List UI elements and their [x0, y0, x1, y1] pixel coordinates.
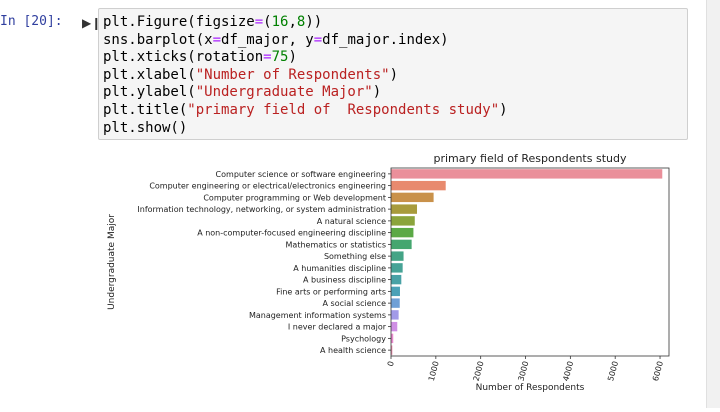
- run-cell-icon[interactable]: ▶❙: [82, 16, 102, 30]
- y-tick-label-0: Computer science or software engineering: [216, 170, 386, 179]
- bar-14: [391, 333, 394, 344]
- y-tick-label-13: I never declared a major: [288, 323, 387, 332]
- x-tick-label-5: 5000: [606, 360, 620, 382]
- bar-0: [391, 169, 663, 179]
- y-tick-label-15: A health science: [320, 346, 386, 355]
- cell-output: primary field of Respondents study Comput…: [98, 146, 688, 408]
- bar-4: [391, 216, 415, 226]
- code-line: plt.Figure(figsize=(16,8)): [103, 14, 323, 30]
- bar-3: [391, 204, 418, 214]
- y-tick-label-5: A non-computer-focused engineering disci…: [197, 229, 386, 238]
- y-tick-label-10: Fine arts or performing arts: [276, 287, 386, 296]
- bar-15: [391, 345, 393, 355]
- chart-title: primary field of Respondents study: [434, 152, 627, 165]
- bar-1: [391, 180, 446, 191]
- bar-5: [391, 227, 414, 238]
- x-tick-label-3: 3000: [516, 360, 530, 382]
- code-line: plt.xticks(rotation=75): [103, 49, 297, 66]
- code-input[interactable]: plt.Figure(figsize=(16,8)) sns.barplot(x=…: [98, 8, 688, 140]
- bar-6: [391, 239, 412, 250]
- bar-11: [391, 298, 400, 308]
- bar-8: [391, 263, 403, 273]
- y-tick-label-11: A social science: [323, 299, 387, 308]
- y-tick-label-7: Something else: [324, 252, 386, 261]
- code-line: plt.title("primary field of Respondents …: [103, 101, 508, 118]
- y-tick-label-2: Computer programming or Web development: [203, 193, 386, 202]
- x-axis-label: Number of Respondents: [476, 383, 585, 393]
- bar-chart: primary field of Respondents study Comput…: [107, 152, 670, 393]
- y-tick-label-6: Mathematics or statistics: [286, 240, 386, 249]
- x-tick-label-0: 0: [386, 360, 396, 367]
- x-tick-label-6: 6000: [651, 360, 665, 382]
- code-line: sns.barplot(x=df_major, y=df_major.index…: [103, 31, 449, 48]
- code-line: plt.xlabel("Number of Respondents"): [103, 66, 399, 83]
- y-tick-label-9: A business discipline: [303, 276, 386, 285]
- bar-7: [391, 251, 404, 261]
- y-tick-label-14: Psychology: [341, 334, 386, 343]
- x-tick-label-2: 2000: [472, 360, 486, 382]
- y-axis-label: Undergraduate Major: [107, 214, 117, 310]
- y-tick-label-4: A natural science: [317, 217, 386, 226]
- code-line: plt.show(): [103, 119, 188, 136]
- cell-prompt: In [20]:: [0, 14, 63, 29]
- bar-2: [391, 192, 434, 203]
- plot-frame: [390, 167, 670, 357]
- x-tick-label-4: 4000: [561, 360, 575, 382]
- scrollbar[interactable]: [706, 0, 720, 408]
- y-tick-label-1: Computer engineering or electrical/elect…: [149, 182, 386, 191]
- y-tick-label-3: Information technology, networking, or s…: [137, 205, 386, 214]
- scrollbar-divider: [706, 0, 707, 408]
- code-line: plt.ylabel("Undergraduate Major"): [103, 84, 382, 101]
- code-lines: plt.Figure(figsize=(16,8)) sns.barplot(x=…: [103, 14, 687, 137]
- x-tick-label-1: 1000: [427, 360, 441, 382]
- y-tick-label-12: Management information systems: [249, 311, 386, 320]
- bar-9: [391, 274, 402, 285]
- bar-13: [391, 321, 398, 332]
- y-tick-label-8: A humanities discipline: [293, 264, 386, 273]
- bar-10: [391, 286, 400, 297]
- bar-12: [391, 310, 399, 320]
